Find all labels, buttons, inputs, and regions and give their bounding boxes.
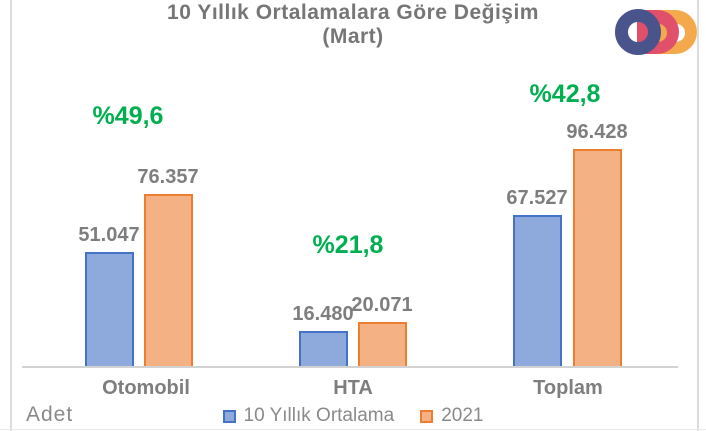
x-axis-line [22, 366, 678, 368]
chart-title: 10 Yıllık Ortalamalara Göre Değişim (Mar… [0, 0, 706, 49]
value-label-toplam-2021: 96.428 [566, 121, 628, 143]
odd-logo-icon [615, 9, 697, 55]
bar-hta-2021 [358, 322, 407, 368]
value-label-otomobil-10yr: 51.047 [78, 224, 140, 246]
plot-area: 51.047 76.357 16.480 20.071 67.527 96.42… [0, 38, 706, 368]
chart-title-line2: (Mart) [322, 25, 384, 48]
category-label-toplam: Toplam [533, 377, 603, 399]
bottom-border-line [0, 429, 706, 430]
bar-toplam-2021 [573, 149, 622, 368]
legend-swatch-10yr-icon [222, 409, 236, 423]
category-label-otomobil: Otomobil [102, 377, 190, 399]
right-border-line [697, 0, 699, 431]
percent-change-toplam: %42,8 [529, 80, 601, 108]
legend-swatch-2021-icon [420, 409, 434, 423]
value-label-toplam-10yr: 67.527 [506, 187, 568, 209]
value-label-hta-10yr: 16.480 [292, 303, 354, 325]
value-label-hta-2021: 20.071 [351, 294, 413, 316]
bar-hta-10yr [299, 331, 348, 368]
odd-logo-letter-o [615, 9, 661, 55]
left-border-line [10, 0, 12, 431]
chart-legend: 10 Yıllık Ortalama 2021 [0, 405, 706, 427]
bar-toplam-10yr [513, 215, 562, 368]
legend-label-10yr: 10 Yıllık Ortalama [243, 405, 395, 426]
percent-change-otomobil: %49,6 [92, 102, 164, 130]
category-label-hta: HTA [333, 377, 373, 399]
legend-item-10yr: 10 Yıllık Ortalama [222, 405, 395, 427]
chart-title-line1: 10 Yıllık Ortalamalara Göre Değişim [167, 1, 539, 24]
percent-change-hta: %21,8 [312, 231, 384, 259]
legend-label-2021: 2021 [441, 405, 484, 426]
bar-otomobil-10yr [85, 252, 134, 368]
axis-unit-label: Adet [26, 403, 74, 426]
legend-item-2021: 2021 [420, 405, 483, 427]
value-label-otomobil-2021: 76.357 [137, 166, 199, 188]
bar-otomobil-2021 [144, 194, 193, 368]
